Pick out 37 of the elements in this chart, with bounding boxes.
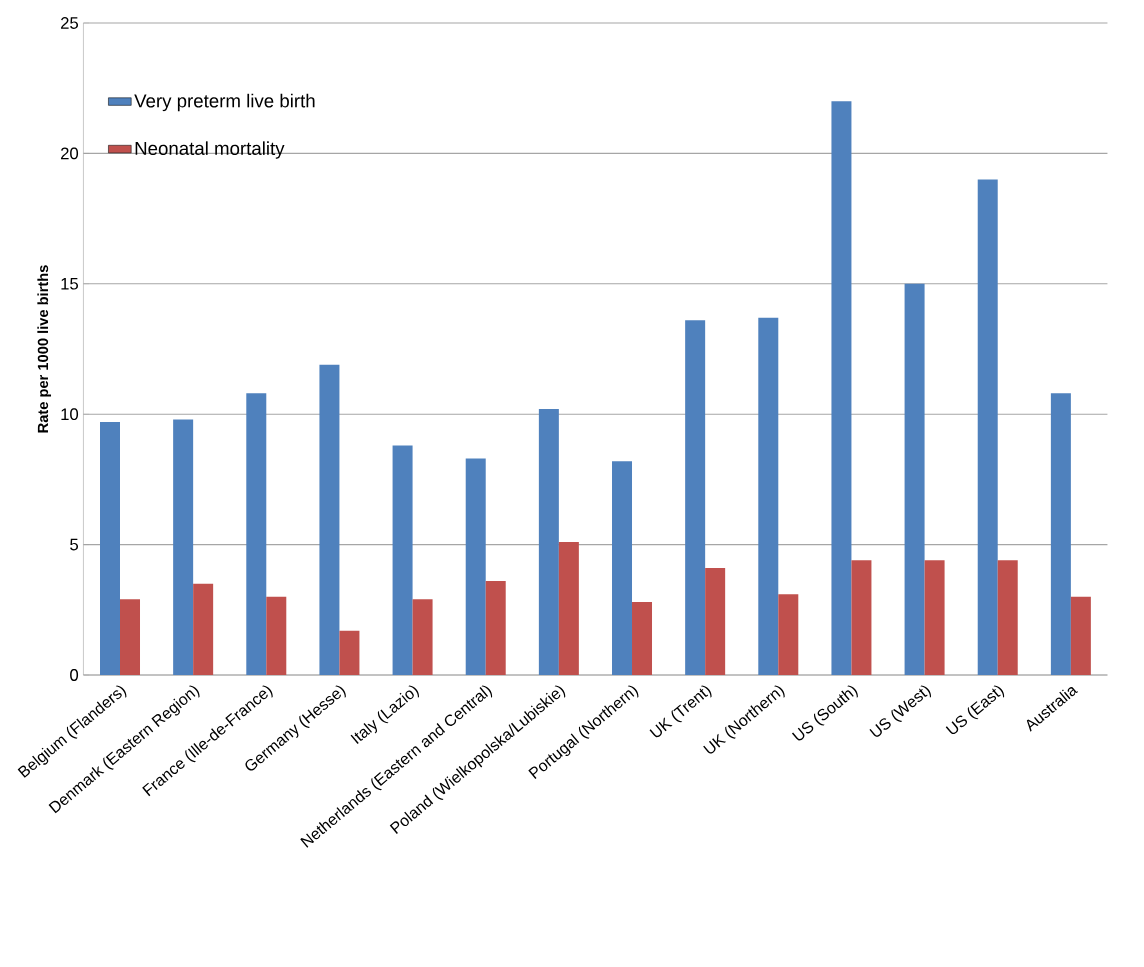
bar [266, 596, 287, 675]
bar [1050, 393, 1071, 675]
bar [851, 560, 872, 675]
bar [632, 601, 653, 675]
bar [100, 422, 120, 675]
bar [997, 560, 1018, 675]
bar [120, 599, 140, 675]
bar [558, 541, 579, 675]
bar [538, 408, 559, 675]
bar [412, 599, 433, 675]
bar [392, 445, 413, 675]
bar [246, 393, 267, 675]
y-tick-label: 20 [61, 147, 79, 160]
bar [758, 317, 779, 675]
y-tick-label: 5 [70, 538, 79, 551]
y-tick-label: 25 [61, 17, 79, 29]
bar [173, 419, 194, 675]
bar [831, 101, 852, 675]
legend-label: Neonatal mortality [135, 141, 285, 159]
y-axis-title: Rate per 1000 live births [37, 265, 52, 433]
bar [977, 179, 998, 675]
bar [612, 461, 633, 675]
y-tick-label: 15 [61, 277, 79, 290]
bar [319, 364, 340, 675]
bar [924, 560, 945, 675]
bar [339, 630, 360, 675]
legend-label: Very preterm live birth [134, 93, 315, 112]
bar [778, 594, 799, 675]
bar [1070, 596, 1091, 675]
bar [705, 568, 726, 675]
bar [904, 283, 925, 675]
bar [485, 581, 506, 675]
bar [465, 458, 486, 675]
y-tick-label: 0 [70, 669, 79, 681]
y-tick-label: 10 [61, 408, 79, 421]
bar [685, 320, 706, 675]
bar [193, 583, 214, 675]
